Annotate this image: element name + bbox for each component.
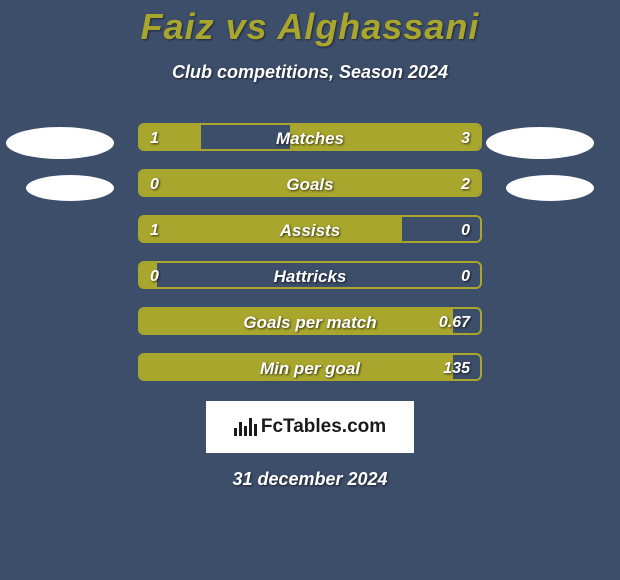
date-label: 31 december 2024 (0, 469, 620, 490)
stat-row: Hattricks0 0 (0, 261, 620, 291)
left-value: 1 (150, 125, 159, 151)
stat-row: Min per goal135 (0, 353, 620, 383)
logo-badge: FcTables.com (206, 401, 414, 453)
right-value: 3 (461, 125, 470, 151)
logo-bars-icon (234, 418, 257, 436)
page-title: Faiz vs Alghassani (0, 0, 620, 48)
left-value: 0 (150, 263, 159, 289)
bar-frame: Goals per match0.67 (138, 307, 482, 335)
stat-row: Matches1 3 (0, 123, 620, 153)
right-value: 2 (461, 171, 470, 197)
comparison-infographic: Faiz vs Alghassani Club competitions, Se… (0, 0, 620, 580)
stat-label: Min per goal (140, 355, 480, 381)
stat-label: Goals (140, 171, 480, 197)
subtitle: Club competitions, Season 2024 (0, 62, 620, 83)
bar-frame: Min per goal135 (138, 353, 482, 381)
bar-frame: Matches1 3 (138, 123, 482, 151)
right-value: 135 (443, 355, 470, 381)
chart-area: Matches13Goals02Assists10Hattricks00Goal… (0, 117, 620, 383)
bar-frame: Hattricks0 0 (138, 261, 482, 289)
stat-row: Assists1 0 (0, 215, 620, 245)
left-value: 1 (150, 217, 159, 243)
stat-label: Assists (140, 217, 480, 243)
logo-text: FcTables.com (261, 416, 386, 438)
stat-label: Goals per match (140, 309, 480, 335)
bar-frame: Goals0 2 (138, 169, 482, 197)
right-value: 0 (461, 217, 470, 243)
stat-row: Goals per match0.67 (0, 307, 620, 337)
left-value: 0 (150, 171, 159, 197)
stat-label: Matches (140, 125, 480, 151)
right-value: 0.67 (439, 309, 470, 335)
bar-frame: Assists1 0 (138, 215, 482, 243)
right-value: 0 (461, 263, 470, 289)
stat-row: Goals0 2 (0, 169, 620, 199)
stat-label: Hattricks (140, 263, 480, 289)
